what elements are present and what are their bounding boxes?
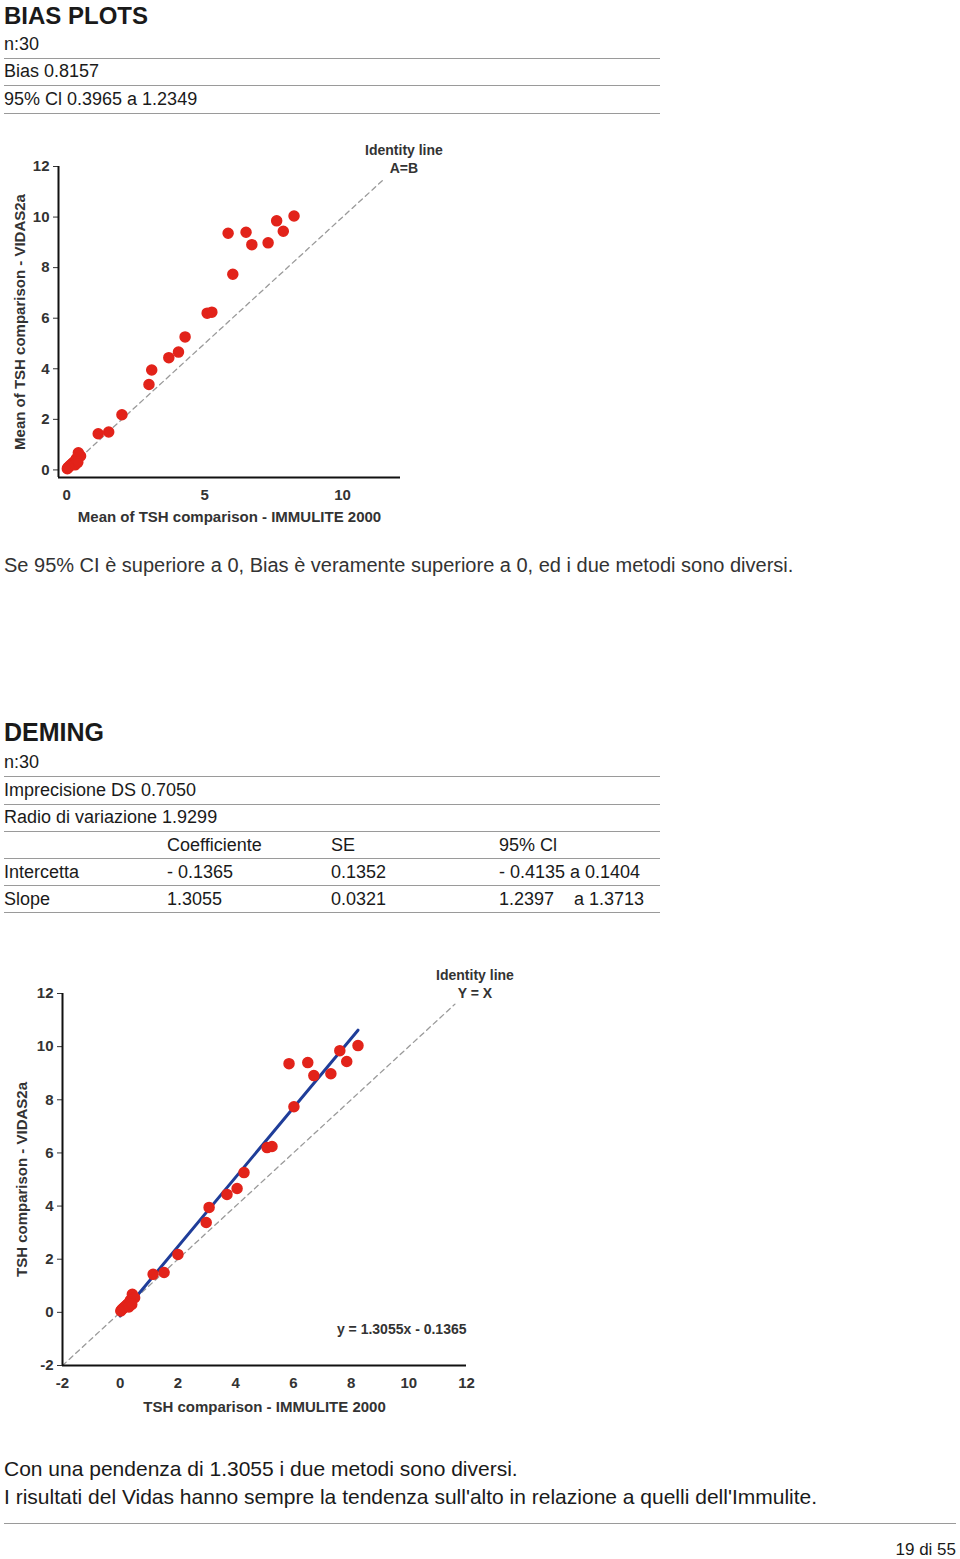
svg-text:2: 2 bbox=[45, 1250, 53, 1267]
svg-text:6: 6 bbox=[45, 1144, 53, 1161]
svg-text:0: 0 bbox=[116, 1374, 124, 1391]
svg-text:-2: -2 bbox=[56, 1374, 69, 1391]
html-text:Intercetta: Intercetta bbox=[4, 862, 79, 882]
svg-text:10: 10 bbox=[37, 1037, 54, 1054]
svg-text:4: 4 bbox=[41, 360, 50, 377]
svg-text:Identity lineY = X: Identity lineY = X bbox=[436, 967, 514, 1001]
html-text:Coefficiente: Coefficiente bbox=[167, 835, 262, 855]
html-text:95% Cl 0.3965 a 1.2349: 95% Cl 0.3965 a 1.2349 bbox=[4, 89, 198, 109]
svg-text:TSH comparison - IMMULITE 2000: TSH comparison - IMMULITE 2000 bbox=[143, 1398, 386, 1415]
html-text:n:30: n:30 bbox=[4, 34, 39, 54]
html-text:DEMING: DEMING bbox=[4, 718, 104, 746]
html-text:Imprecisione DS 0.7050: Imprecisione DS 0.7050 bbox=[4, 780, 197, 800]
svg-text:10: 10 bbox=[334, 486, 351, 503]
html-text:0.1352: 0.1352 bbox=[331, 862, 387, 882]
html-text:n:30: n:30 bbox=[4, 752, 39, 772]
html-text:- 0.1365: - 0.1365 bbox=[167, 862, 234, 882]
svg-text:4: 4 bbox=[231, 1374, 240, 1391]
html-text:19 di 55: 19 di 55 bbox=[895, 1540, 956, 1559]
svg-text:12: 12 bbox=[37, 984, 54, 1001]
svg-text:10: 10 bbox=[33, 208, 50, 225]
html-text:SE: SE bbox=[331, 835, 355, 855]
svg-text:12: 12 bbox=[33, 157, 50, 174]
svg-text:8: 8 bbox=[41, 258, 49, 275]
svg-text:12: 12 bbox=[458, 1374, 475, 1391]
html-text:Se 95% CI è superiore a 0, Bia: Se 95% CI è superiore a 0, Bias è verame… bbox=[4, 554, 794, 576]
html-text:Con una pendenza di 1.3055 i d: Con una pendenza di 1.3055 i due metodi … bbox=[4, 1457, 518, 1480]
html-text:I risultati del Vidas hanno se: I risultati del Vidas hanno sempre la te… bbox=[4, 1485, 818, 1508]
svg-text:6: 6 bbox=[41, 309, 49, 326]
html-text:Radio di variazione 1.9299: Radio di variazione 1.9299 bbox=[4, 807, 218, 827]
svg-text:Mean of TSH comparison - IMMUL: Mean of TSH comparison - IMMULITE 2000 bbox=[78, 508, 381, 525]
svg-text:-2: -2 bbox=[40, 1356, 53, 1373]
svg-text:0: 0 bbox=[45, 1303, 53, 1320]
svg-text:4: 4 bbox=[45, 1197, 54, 1214]
html-text:95% Cl: 95% Cl bbox=[499, 835, 557, 855]
html-text:Slope: Slope bbox=[4, 889, 50, 909]
svg-text:TSH comparison - VIDAS2a: TSH comparison - VIDAS2a bbox=[13, 1081, 30, 1277]
html-text:Bias 0.8157: Bias 0.8157 bbox=[4, 61, 100, 81]
svg-text:8: 8 bbox=[347, 1374, 355, 1391]
svg-text:Identity lineA=B: Identity lineA=B bbox=[365, 142, 443, 176]
html-text:1.3055: 1.3055 bbox=[167, 889, 223, 909]
html-text:BIAS PLOTS: BIAS PLOTS bbox=[4, 2, 148, 29]
svg-text:6: 6 bbox=[289, 1374, 297, 1391]
svg-text:10: 10 bbox=[400, 1374, 417, 1391]
svg-text:0: 0 bbox=[63, 486, 71, 503]
svg-text:5: 5 bbox=[201, 486, 209, 503]
html-text:- 0.4135 a 0.1404: - 0.4135 a 0.1404 bbox=[499, 862, 641, 882]
html-text:0.0321: 0.0321 bbox=[331, 889, 387, 909]
svg-text:2: 2 bbox=[41, 410, 49, 427]
svg-text:2: 2 bbox=[174, 1374, 182, 1391]
svg-text:0: 0 bbox=[41, 461, 49, 478]
svg-text:Mean of TSH comparison - VIDAS: Mean of TSH comparison - VIDAS2a bbox=[11, 193, 28, 450]
html-text:1.2397 a 1.3713: 1.2397 a 1.3713 bbox=[499, 889, 645, 909]
svg-text:8: 8 bbox=[45, 1091, 53, 1108]
svg-text:y = 1.3055x - 0.1365: y = 1.3055x - 0.1365 bbox=[337, 1321, 467, 1337]
